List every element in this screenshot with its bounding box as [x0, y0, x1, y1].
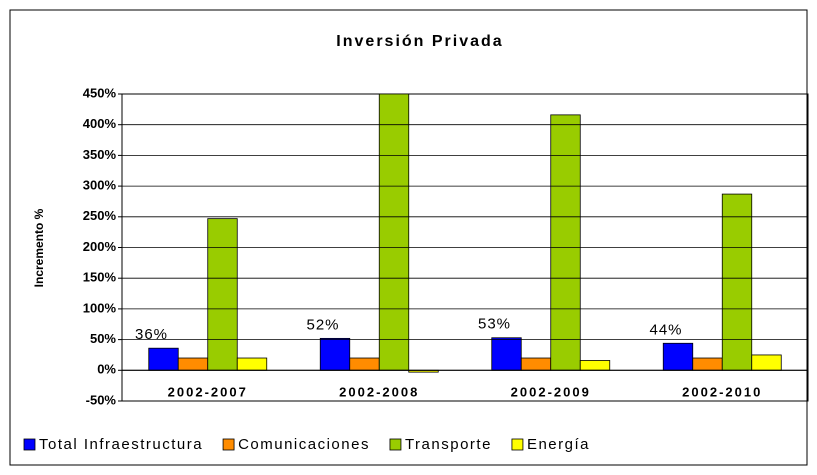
legend-swatch [222, 438, 235, 451]
y-tick-label: 100% [83, 300, 117, 315]
bar [579, 360, 611, 371]
legend-swatch [511, 438, 524, 451]
y-tick-label: 300% [83, 178, 117, 193]
y-tick-label: 200% [83, 239, 117, 254]
plot [148, 94, 782, 373]
value-label: 36% [135, 326, 168, 343]
x-tick-label: 2002-2007 [168, 384, 248, 399]
bar [520, 357, 552, 371]
bar [148, 347, 179, 371]
bar [349, 357, 380, 371]
bar [177, 357, 209, 371]
value-label: 52% [306, 316, 339, 333]
y-tick-label: 50% [90, 331, 116, 346]
legend-label: Energía [527, 436, 590, 453]
bar [550, 114, 581, 371]
bar [207, 218, 238, 371]
x-tick-label: 2002-2008 [339, 384, 419, 399]
legend-label: Comunicaciones [238, 436, 370, 453]
value-label: 53% [478, 316, 511, 333]
legend-swatch [389, 438, 402, 451]
y-tick-label: 150% [83, 270, 117, 285]
y-tick-label: 350% [83, 147, 117, 162]
bar [662, 342, 694, 371]
bar [751, 354, 782, 371]
bar [491, 337, 522, 371]
y-tick-label: 450% [83, 85, 117, 100]
y-tick-label: 250% [83, 208, 117, 223]
x-tick-label: 2002-2009 [511, 384, 591, 399]
value-label: 44% [649, 321, 682, 338]
y-tick-label: 400% [83, 116, 117, 131]
legend-label: Transporte [405, 436, 492, 453]
legend-swatch [23, 438, 36, 451]
bar [378, 94, 410, 371]
legend-label: Total Infraestructura [39, 436, 203, 453]
bar [692, 357, 723, 371]
y-axis-label: Incremento % [32, 208, 46, 287]
chart-title: Inversión Privada [336, 33, 503, 50]
bar [236, 357, 268, 371]
bar [319, 337, 351, 371]
bar [721, 193, 753, 371]
y-tick-label: -50% [86, 392, 117, 407]
y-tick-label: 0% [97, 362, 116, 377]
x-tick-label: 2002-2010 [682, 384, 762, 399]
